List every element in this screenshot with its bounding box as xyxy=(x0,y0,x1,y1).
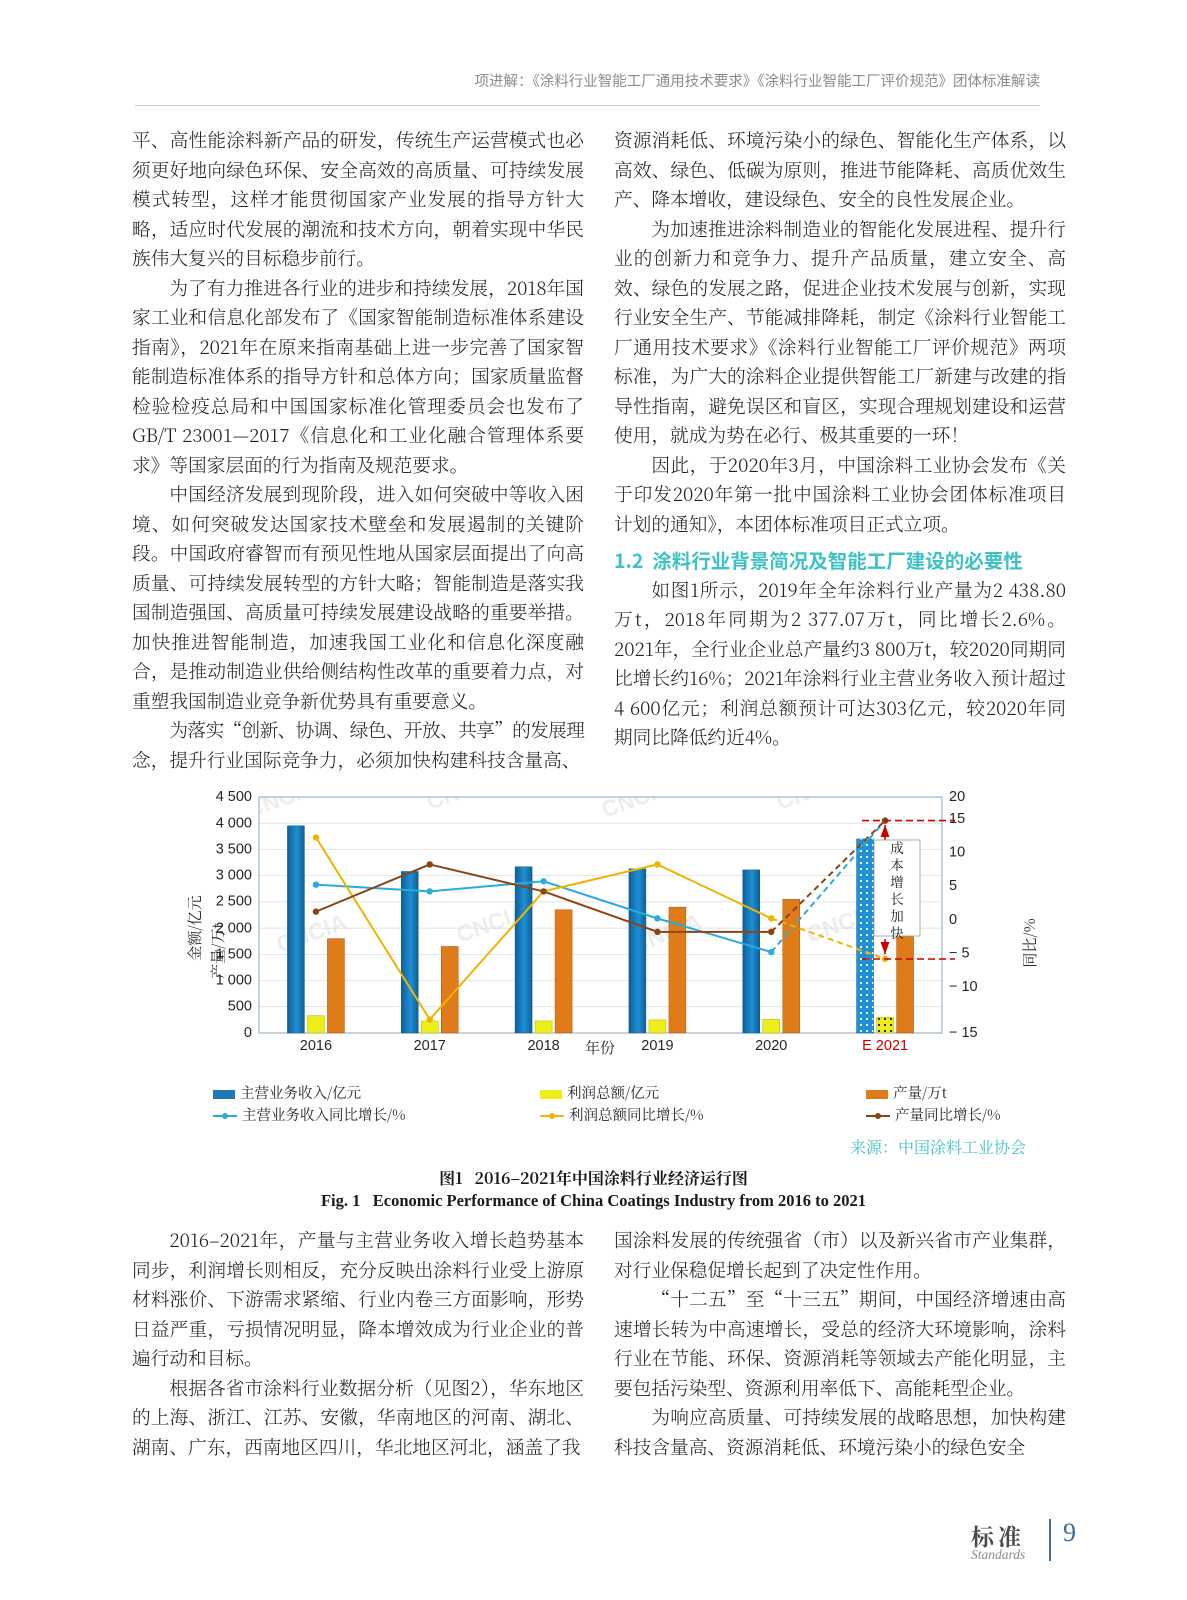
svg-text:0: 0 xyxy=(244,1025,252,1041)
svg-text:2016: 2016 xyxy=(300,1038,332,1054)
svg-text:2020: 2020 xyxy=(755,1038,787,1054)
svg-text:CNCIA: CNCIA xyxy=(83,978,160,1027)
svg-text:15: 15 xyxy=(949,811,965,827)
svg-text:20: 20 xyxy=(949,789,965,805)
svg-text:E 2021: E 2021 xyxy=(862,1038,908,1054)
svg-text:CNCIA: CNCIA xyxy=(93,843,170,892)
svg-text:CNCIA: CNCIA xyxy=(598,773,675,822)
svg-text:2 500: 2 500 xyxy=(216,894,252,910)
svg-text:4 500: 4 500 xyxy=(216,789,252,805)
svg-text:快: 快 xyxy=(890,922,904,942)
svg-text:同比/%: 同比/% xyxy=(1019,918,1040,967)
svg-text:CNCIA: CNCIA xyxy=(453,1028,530,1077)
svg-text:金额/亿元: 金额/亿元 xyxy=(184,895,205,960)
svg-text:产量/万t: 产量/万t xyxy=(207,923,228,979)
svg-text:2018: 2018 xyxy=(527,1038,559,1054)
svg-text:10: 10 xyxy=(949,845,965,861)
svg-text:− 10: − 10 xyxy=(949,979,978,995)
svg-text:− 15: − 15 xyxy=(949,1025,978,1041)
svg-text:3 500: 3 500 xyxy=(216,842,252,858)
svg-text:2019: 2019 xyxy=(641,1038,673,1054)
svg-text:CNCIA: CNCIA xyxy=(243,773,320,822)
svg-text:500: 500 xyxy=(228,999,252,1015)
svg-text:2017: 2017 xyxy=(414,1038,446,1054)
svg-text:4 000: 4 000 xyxy=(216,816,252,832)
svg-text:3 000: 3 000 xyxy=(216,868,252,884)
svg-text:0: 0 xyxy=(949,912,957,928)
svg-text:5: 5 xyxy=(949,878,957,894)
svg-text:CNCIA: CNCIA xyxy=(773,765,850,814)
svg-text:年份: 年份 xyxy=(585,1037,615,1058)
